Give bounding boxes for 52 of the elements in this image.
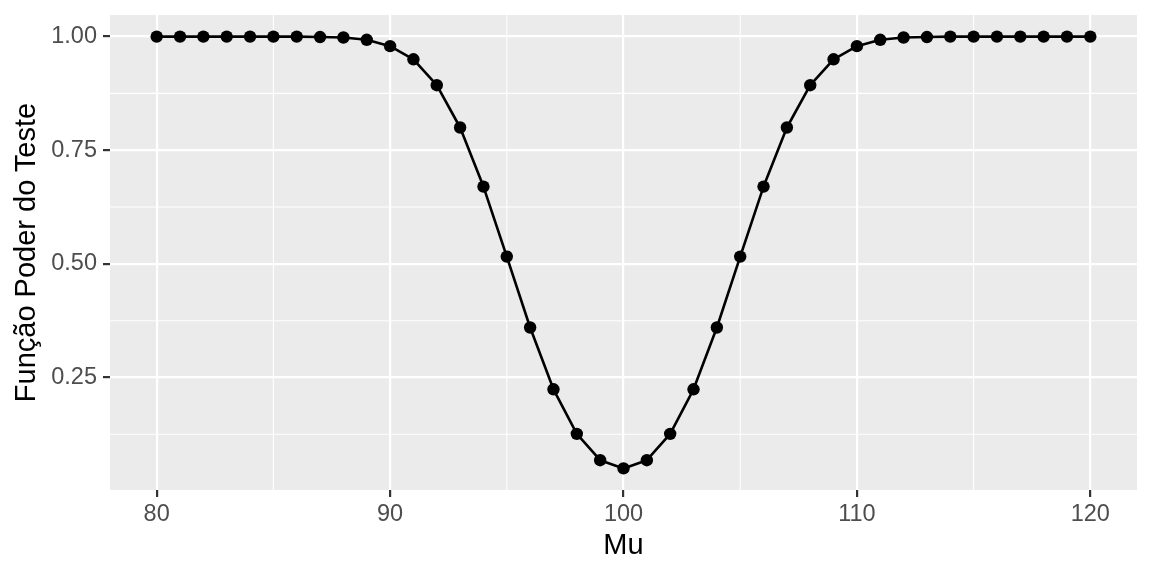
point xyxy=(804,79,817,92)
x-tick-label: 100 xyxy=(603,499,644,526)
point xyxy=(150,30,163,43)
point xyxy=(734,250,747,263)
x-axis-title: Mu xyxy=(603,527,644,560)
point xyxy=(897,31,910,44)
point xyxy=(1084,30,1097,43)
point xyxy=(920,30,934,44)
point xyxy=(1037,30,1050,43)
point xyxy=(360,33,373,46)
point xyxy=(944,30,957,43)
point xyxy=(710,321,724,334)
point xyxy=(477,180,490,193)
point xyxy=(640,454,654,467)
y-tick-label: 1.00 xyxy=(51,22,97,49)
point xyxy=(197,30,210,43)
point xyxy=(547,383,560,396)
x-tick-label: 110 xyxy=(838,499,876,526)
x-tick-label: 80 xyxy=(143,499,170,526)
point xyxy=(220,30,233,43)
point xyxy=(337,31,350,44)
point xyxy=(827,53,840,66)
point xyxy=(570,427,584,441)
point xyxy=(267,30,280,43)
point xyxy=(850,39,864,53)
y-tick-label: 0.25 xyxy=(51,362,97,389)
x-tick-label: 120 xyxy=(1070,499,1110,526)
y-axis-title: Função Poder do Teste xyxy=(9,102,42,403)
point xyxy=(663,427,677,441)
point xyxy=(313,30,327,44)
point xyxy=(1060,30,1074,43)
point xyxy=(383,39,397,53)
point xyxy=(430,79,443,92)
y-tick-label: 0.75 xyxy=(51,135,97,162)
point xyxy=(173,30,187,43)
point xyxy=(617,462,630,475)
point xyxy=(243,30,257,43)
point xyxy=(757,180,770,193)
point xyxy=(780,121,794,134)
point xyxy=(407,53,420,66)
y-tick-label: 0.50 xyxy=(51,249,97,276)
point xyxy=(874,33,887,46)
point xyxy=(500,250,513,263)
point xyxy=(967,30,980,43)
point xyxy=(593,454,607,467)
point xyxy=(1014,30,1027,43)
point xyxy=(523,321,537,334)
point xyxy=(990,30,1004,43)
point xyxy=(687,383,700,396)
x-tick-label: 90 xyxy=(377,499,404,526)
point xyxy=(453,121,467,134)
point xyxy=(290,30,303,43)
